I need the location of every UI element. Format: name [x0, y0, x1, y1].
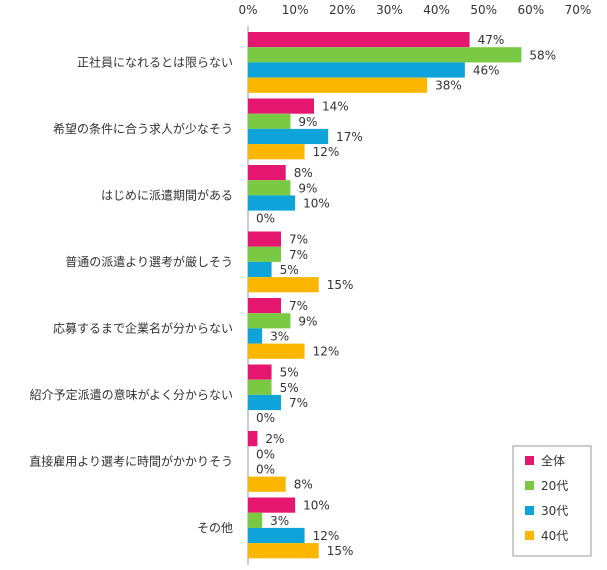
category-label: 希望の条件に合う求人が少なそう: [53, 121, 233, 136]
x-tick-label: 40%: [423, 3, 450, 17]
data-label: 8%: [294, 478, 313, 492]
category-label: はじめに派遣期間がある: [101, 187, 233, 202]
data-label: 2%: [265, 432, 284, 446]
bar: [248, 77, 428, 93]
bar: [248, 379, 272, 395]
bar: [248, 98, 314, 114]
bar: [248, 144, 305, 160]
legend-label: 20代: [541, 479, 568, 493]
x-axis-ticks: 0% 10% 20% 30% 40% 50% 60% 70%: [238, 3, 591, 17]
data-label: 17%: [336, 130, 363, 144]
data-label: 0%: [256, 411, 275, 425]
bar: [248, 497, 296, 513]
data-label: 3%: [270, 514, 289, 528]
bars: [248, 32, 522, 559]
data-label: 9%: [298, 115, 317, 129]
data-label: 15%: [327, 278, 354, 292]
bar: [248, 527, 305, 544]
bar: [248, 543, 319, 559]
category-label: その他: [197, 521, 233, 535]
category-label: 正社員になれるとは限らない: [77, 54, 233, 69]
bar: [248, 298, 281, 314]
legend: 全体 20代 30代 40代: [512, 445, 592, 557]
bar: [248, 476, 286, 492]
bar: [248, 62, 465, 78]
bar: [248, 165, 286, 181]
x-tick-label: 0%: [238, 3, 257, 17]
data-label: 46%: [473, 64, 500, 78]
legend-swatch: [525, 531, 534, 540]
category-label: 応募するまで企業名が分からない: [53, 320, 233, 335]
data-label: 5%: [280, 366, 299, 380]
data-label: 5%: [280, 381, 299, 395]
data-label: 58%: [529, 48, 556, 62]
legend-swatch: [525, 481, 534, 490]
data-label: 0%: [256, 212, 275, 226]
bar: [248, 512, 263, 528]
data-label: 38%: [435, 79, 462, 93]
data-label: 8%: [294, 166, 313, 180]
data-label: 14%: [322, 100, 349, 114]
data-label: 10%: [303, 197, 330, 211]
data-label: 7%: [289, 233, 308, 247]
data-label: 12%: [313, 529, 340, 543]
x-tick-label: 30%: [376, 3, 403, 17]
x-tick-label: 10%: [282, 3, 309, 17]
bar: [248, 364, 272, 380]
bar: [248, 328, 263, 344]
category-label: 直接雇用より選考に時間がかかりそう: [29, 453, 233, 468]
data-label: 12%: [313, 145, 340, 159]
x-tick-label: 60%: [518, 3, 545, 17]
bar: [248, 277, 319, 293]
data-label: 9%: [298, 314, 317, 328]
data-label: 12%: [313, 345, 340, 359]
category-labels: 正社員になれるとは限らない希望の条件に合う求人が少なそうはじめに派遣期間がある普…: [29, 54, 233, 535]
category-label: 紹介予定派遣の意味がよく分からない: [30, 387, 233, 402]
bar: [248, 180, 291, 196]
bar: [248, 32, 470, 48]
legend-label: 30代: [541, 504, 568, 518]
bar: [248, 394, 281, 411]
data-label: 5%: [280, 263, 299, 277]
data-label: 15%: [327, 544, 354, 558]
bar: [248, 231, 281, 247]
bar: [248, 113, 291, 129]
legend-swatch: [525, 506, 534, 515]
data-label: 7%: [289, 299, 308, 313]
bar: [248, 195, 296, 211]
bar: [248, 246, 281, 262]
data-label: 7%: [289, 248, 308, 262]
bar: [248, 47, 522, 63]
bar: [248, 343, 305, 359]
data-label: 3%: [270, 330, 289, 344]
data-label: 47%: [478, 33, 505, 47]
bar: [248, 431, 258, 447]
data-label: 0%: [256, 463, 275, 477]
legend-swatch: [525, 456, 534, 465]
bar: [248, 261, 272, 278]
bar: [248, 313, 291, 329]
data-label: 9%: [298, 181, 317, 195]
category-label: 普通の派遣より選考が厳しそう: [65, 254, 233, 269]
data-label: 7%: [289, 396, 308, 410]
bar: [248, 128, 329, 145]
data-label: 10%: [303, 499, 330, 513]
data-label: 0%: [256, 447, 275, 461]
data-labels: 47%58%46%38%14%9%17%12%8%9%10%0%7%7%5%15…: [256, 33, 556, 558]
x-tick-label: 50%: [470, 3, 497, 17]
legend-label: 40代: [541, 529, 568, 543]
x-tick-label: 70%: [565, 3, 592, 17]
legend-label: 全体: [541, 453, 565, 468]
x-tick-label: 20%: [329, 3, 356, 17]
